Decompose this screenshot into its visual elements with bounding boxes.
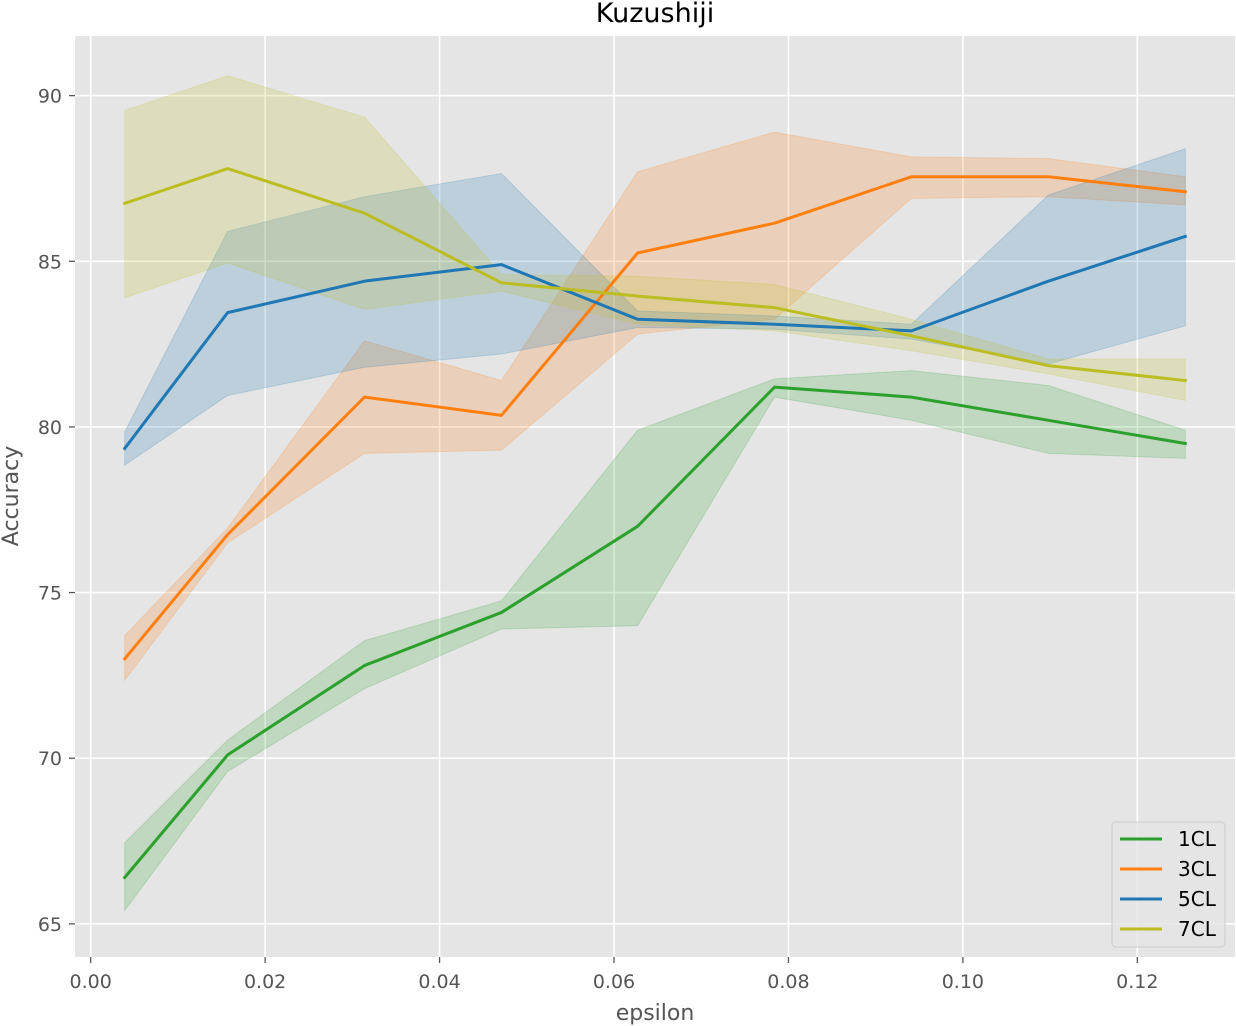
x-tick-label: 0.12: [1116, 971, 1158, 993]
y-tick-label: 70: [38, 748, 62, 770]
line-7CL: [122, 167, 1187, 383]
x-tick-label: 0.08: [767, 971, 809, 993]
legend-box: [1111, 821, 1226, 948]
series-lines: [122, 167, 1188, 880]
band-7CL: [124, 75, 1186, 402]
plot-background: [75, 36, 1235, 957]
x-tick-label: 0.00: [70, 971, 112, 993]
legend-label: 5CL: [1178, 887, 1217, 911]
chart-title: Kuzushiji: [596, 0, 714, 29]
x-tick-label: 0.04: [418, 971, 460, 993]
legend-label: 3CL: [1178, 857, 1217, 881]
x-tick-label: 0.02: [244, 971, 286, 993]
band-3CL: [124, 131, 1186, 682]
x-axis-title: epsilon: [616, 1001, 695, 1026]
legend-label: 7CL: [1178, 917, 1217, 941]
line-1CL: [122, 385, 1188, 880]
x-tick-label: 0.10: [942, 971, 984, 993]
y-tick-label: 75: [38, 583, 62, 605]
legend: 1CL 3CL 5CL 7CL: [1111, 821, 1226, 948]
x-axis-ticks: 0.00 0.02 0.04 0.06 0.08 0.10 0.12: [70, 957, 1158, 993]
y-axis-title: Accuracy: [0, 446, 24, 546]
line-5CL: [122, 234, 1188, 451]
y-tick-label: 80: [38, 417, 62, 439]
y-tick-label: 90: [38, 86, 62, 108]
x-tick-label: 0.06: [593, 971, 635, 993]
y-tick-label: 85: [38, 251, 62, 273]
y-tick-label: 65: [38, 914, 62, 936]
line-3CL: [122, 175, 1187, 661]
legend-label: 1CL: [1178, 827, 1217, 851]
y-axis-ticks: 65 70 75 80 85 90: [38, 86, 75, 936]
